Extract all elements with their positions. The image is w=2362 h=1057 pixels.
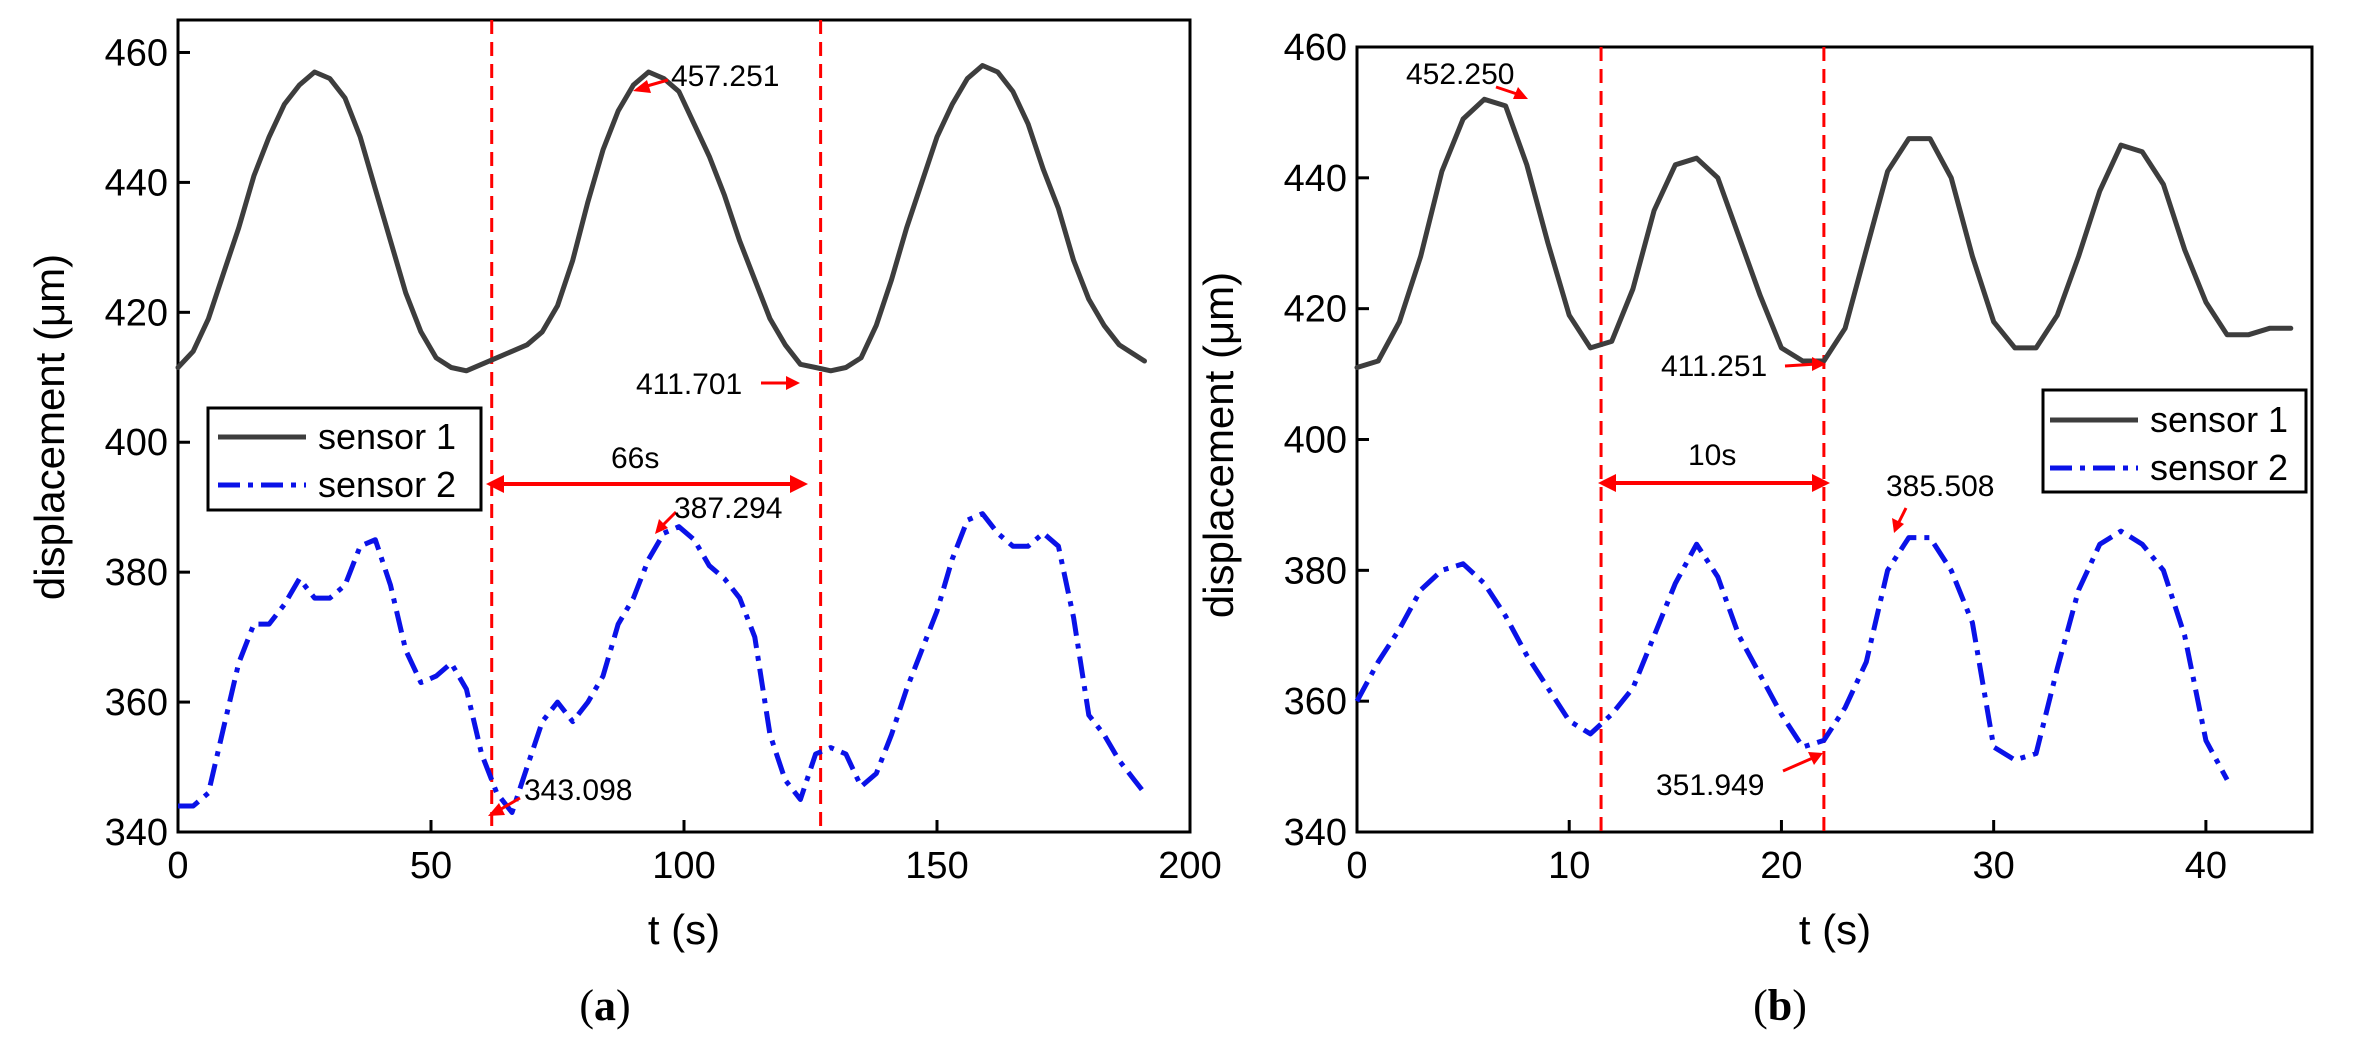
legend-b: sensor 1 sensor 2	[2041, 388, 2308, 494]
x-tick-label-a-0: 0	[167, 845, 188, 887]
period-label-b: 10s	[1688, 439, 1736, 472]
x-axis-title-a: t (s)	[648, 906, 720, 953]
legend-label-sensor1-a: sensor 1	[318, 416, 456, 457]
annotation-411-b: 411.251	[1661, 350, 1826, 383]
y-tick-label-a-5: 440	[105, 162, 168, 204]
annotation-arrow-head-385	[1892, 518, 1904, 533]
chart-panel-a: 0 50 100 150 200 340 360 380 400 420 440 460 sensor…	[26, 18, 1222, 1030]
annotation-label-387: 387.294	[674, 492, 782, 525]
series-line-b-2	[1354, 528, 2230, 781]
annotation-arrow-head-387	[655, 519, 668, 534]
annotation-label-411: 411.701	[636, 368, 742, 401]
panel-label-b-open: (	[1753, 981, 1768, 1030]
y-tick-label-b-1: 360	[1284, 681, 1347, 723]
y-tick-label-b-4: 420	[1284, 289, 1347, 331]
panel-label-a-close: )	[616, 981, 631, 1030]
x-tick-label-a-4: 200	[1158, 845, 1221, 887]
period-arrow-b: 10s	[1598, 439, 1830, 492]
y-tick-label-a-3: 400	[105, 422, 168, 464]
legend-a: sensor 1 sensor 2	[206, 406, 483, 512]
annotation-387-a: 387.294	[655, 492, 782, 534]
series-line-a-2	[178, 511, 1147, 815]
x-tick-label-a-2: 100	[652, 845, 715, 887]
vlines-a	[490, 20, 823, 832]
annotation-457-a: 457.251	[633, 60, 779, 93]
y-tick-label-b-2: 380	[1284, 550, 1347, 592]
y-tick-label-a-6: 460	[105, 32, 168, 74]
y-tick-label-b-5: 440	[1284, 158, 1347, 200]
panel-label-a-open: (	[579, 981, 594, 1030]
x-tick-label-a-1: 50	[410, 845, 452, 887]
series-b	[1354, 96, 2294, 781]
legend-label-sensor1-b: sensor 1	[2150, 399, 2288, 440]
y-tick-label-a-0: 340	[105, 812, 168, 854]
x-axis-title-b: t (s)	[1799, 906, 1871, 953]
period-arrow-a: 66s	[486, 442, 808, 493]
series-line-a-1	[175, 63, 1147, 374]
y-axis-title-b: displacement (μm)	[1195, 272, 1242, 618]
panel-label-b-close: )	[1792, 981, 1807, 1030]
annotation-arrow-head-457	[633, 80, 651, 93]
period-arrow-head-left-b	[1598, 474, 1616, 492]
annotation-351-b: 351.949	[1656, 752, 1823, 802]
annotation-label-351: 351.949	[1656, 769, 1764, 802]
annotation-label-385: 385.508	[1886, 470, 1994, 503]
annotation-arrow-385	[1896, 507, 1908, 525]
x-tick-label-b-3: 30	[1973, 845, 2015, 887]
series-line-b-1	[1354, 96, 2294, 370]
panel-label-b: (b)	[1753, 981, 1807, 1030]
annotation-label-452: 452.250	[1406, 58, 1514, 91]
series-a	[175, 63, 1147, 815]
y-tick-label-a-2: 380	[105, 552, 168, 594]
x-tick-label-b-4: 40	[2185, 845, 2227, 887]
ticks-a: 0 50 100 150 200 340 360 380 400 420 440 460	[105, 32, 1222, 887]
period-arrow-head-right-b	[1812, 474, 1830, 492]
annotation-385-b: 385.508	[1886, 470, 1994, 533]
x-tick-label-a-3: 150	[905, 845, 968, 887]
annotation-label-411-b: 411.251	[1661, 350, 1767, 383]
panel-label-b-letter: b	[1768, 981, 1792, 1030]
y-tick-label-a-1: 360	[105, 682, 168, 724]
y-tick-label-b-6: 460	[1284, 27, 1347, 69]
period-arrow-head-right-a	[790, 475, 808, 493]
annotation-343-a: 343.098	[488, 774, 632, 816]
annotation-arrow-head-343	[488, 803, 505, 816]
annotation-411-a: 411.701	[636, 368, 800, 401]
x-tick-label-b-0: 0	[1346, 845, 1367, 887]
ticks-b: 0 10 20 30 40 340 360 380 400 420 440 460	[1284, 27, 2227, 887]
legend-box-a	[206, 406, 483, 512]
legend-label-sensor2-b: sensor 2	[2150, 447, 2288, 488]
period-arrow-head-left-a	[486, 475, 504, 493]
annotation-arrow-head-351	[1808, 752, 1823, 765]
period-label-a: 66s	[611, 442, 659, 475]
annotation-arrow-head-452	[1513, 87, 1528, 99]
annotation-arrow-411-b	[1784, 362, 1818, 368]
y-tick-label-b-0: 340	[1284, 812, 1347, 854]
annotation-label-457: 457.251	[671, 60, 779, 93]
legend-label-sensor2-a: sensor 2	[318, 464, 456, 505]
x-tick-label-b-2: 20	[1760, 845, 1802, 887]
annotation-452-b: 452.250	[1406, 58, 1528, 99]
annotation-arrow-head-411	[786, 376, 800, 390]
panel-label-a-letter: a	[594, 981, 616, 1030]
y-tick-label-a-4: 420	[105, 292, 168, 334]
chart-panel-b: 0 10 20 30 40 340 360 380 400 420 440 460 sensor 1 …	[1195, 27, 2314, 1030]
panel-label-a: (a)	[579, 981, 630, 1030]
legend-box-b	[2041, 388, 2308, 494]
y-axis-title-a: displacement (μm)	[26, 254, 73, 600]
annotation-label-343: 343.098	[524, 774, 632, 807]
y-tick-label-b-3: 400	[1284, 420, 1347, 462]
x-tick-label-b-1: 10	[1548, 845, 1590, 887]
annotation-arrow-head-411-b	[1812, 357, 1826, 371]
annotation-arrow-351	[1782, 755, 1816, 773]
